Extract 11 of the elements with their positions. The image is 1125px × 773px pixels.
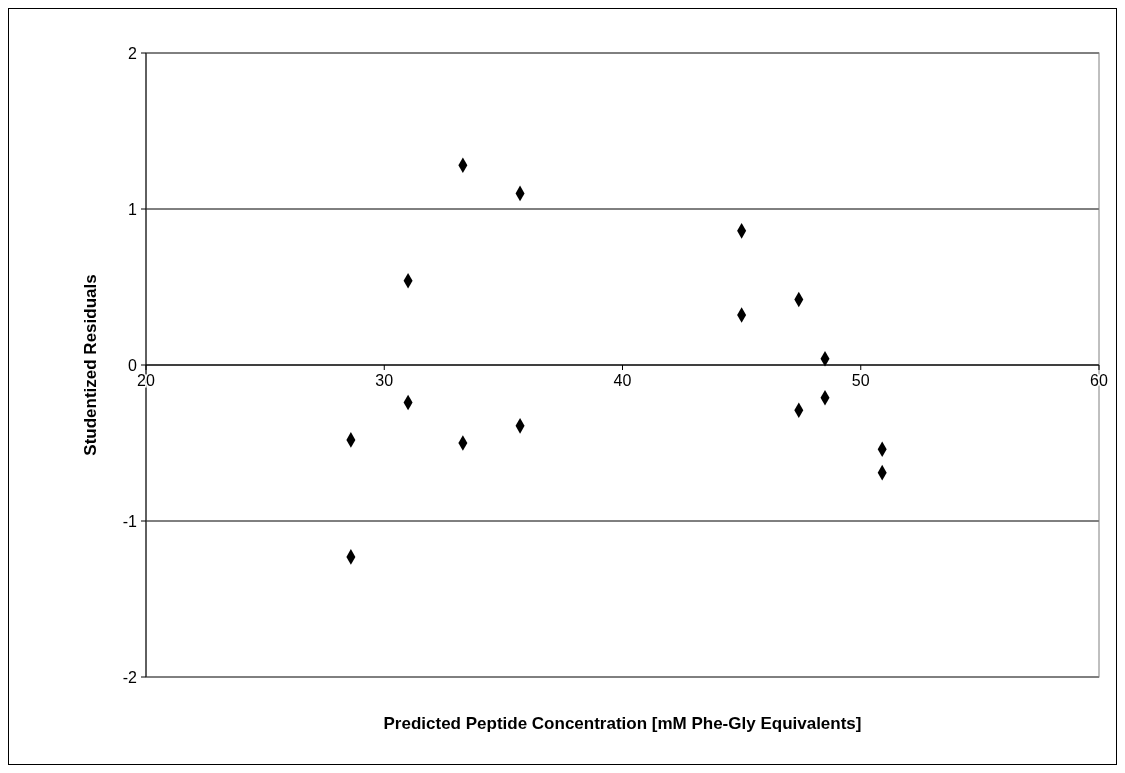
y-tick-label: -2 xyxy=(122,668,138,686)
x-tick-label: 60 xyxy=(1090,371,1108,389)
y-tick-label: 2 xyxy=(128,44,138,62)
y-tick-label: 1 xyxy=(128,200,138,218)
x-tick-label: 30 xyxy=(375,371,394,389)
y-tick-label: -1 xyxy=(122,512,138,530)
x-axis-title: Predicted Peptide Concentration [mM Phe-Gly Equivalents] xyxy=(383,714,862,733)
y-tick-label: 0 xyxy=(128,356,138,374)
x-tick-label: 40 xyxy=(613,371,632,389)
y-axis-title: Studentized Residuals xyxy=(81,274,100,456)
x-tick-label: 50 xyxy=(851,371,870,389)
